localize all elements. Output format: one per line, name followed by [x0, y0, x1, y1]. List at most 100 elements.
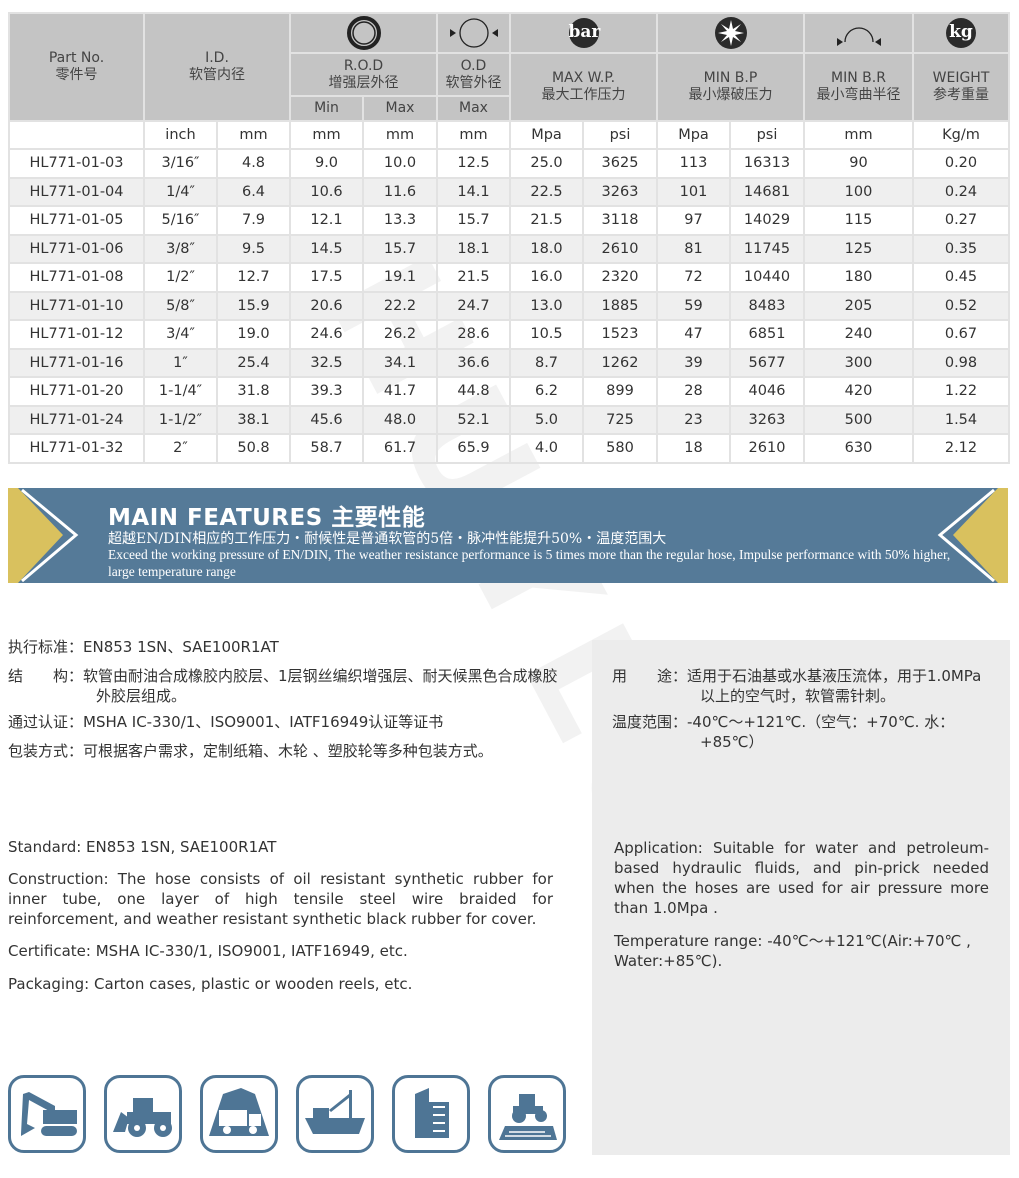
value-cell: 44.8: [436, 376, 511, 407]
part-number-cell: HL771-01-20: [8, 376, 145, 407]
excavator-icon: [8, 1075, 86, 1153]
value-cell: 47: [656, 319, 731, 350]
value-cell: 58.7: [289, 433, 364, 464]
unit-cell: mm: [436, 120, 511, 150]
table-row: HL771-01-16 1″ 25.4 32.5 34.1 36.6 8.7 1262 39 56…: [8, 347, 1010, 378]
value-cell: 61.7: [362, 433, 438, 464]
unit-cell: mm: [803, 120, 914, 150]
value-cell: 3625: [582, 148, 658, 179]
value-cell: 4.8: [216, 148, 291, 179]
value-cell: 28.6: [436, 319, 511, 350]
part-number-cell: HL771-01-05: [8, 205, 145, 236]
value-cell: 41.7: [362, 376, 438, 407]
value-cell: 0.98: [912, 347, 1010, 378]
unit-cell: [8, 120, 145, 150]
value-cell: 12.5: [436, 148, 511, 179]
value-cell: 11745: [729, 233, 805, 264]
value-cell: 26.2: [362, 319, 438, 350]
value-cell: 1/2″: [143, 262, 218, 293]
part-number-cell: HL771-01-06: [8, 233, 145, 264]
part-number-cell: HL771-01-04: [8, 176, 145, 207]
value-cell: 2610: [582, 233, 658, 264]
value-cell: 25.0: [509, 148, 584, 179]
cn-application: 用 途：适用于石油基或水基液压流体，用于1.0MPa以上的空气时，软管需针刺。: [612, 667, 982, 705]
value-cell: 3/16″: [143, 148, 218, 179]
value-cell: 2.12: [912, 433, 1010, 464]
header-weight: WEIGHT 参考重量: [912, 52, 1010, 122]
header-rod-max: Max: [362, 95, 438, 122]
table-row: HL771-01-05 5/16″ 7.9 12.1 13.3 15.7 21.5 3118 9…: [8, 205, 1010, 236]
value-cell: 1/4″: [143, 176, 218, 207]
unit-cell: mm: [289, 120, 364, 150]
left-chevron-decoration: [8, 488, 79, 583]
part-number-cell: HL771-01-10: [8, 290, 145, 321]
value-cell: 6851: [729, 319, 805, 350]
header-id: I.D. 软管内径: [143, 12, 291, 122]
value-cell: 6.2: [509, 376, 584, 407]
table-row: HL771-01-24 1-1/2″ 38.1 45.6 48.0 52.1 5.0 725 2…: [8, 404, 1010, 435]
header-od-max: Max: [436, 95, 511, 122]
value-cell: 4046: [729, 376, 805, 407]
value-cell: 81: [656, 233, 731, 264]
value-cell: 101: [656, 176, 731, 207]
value-cell: 18.1: [436, 233, 511, 264]
part-number-cell: HL771-01-16: [8, 347, 145, 378]
value-cell: 240: [803, 319, 914, 350]
unit-cell: Kg/m: [912, 120, 1010, 150]
banner-title: MAIN FEATURES 主要性能: [108, 505, 426, 531]
value-cell: 3/4″: [143, 319, 218, 350]
value-cell: 0.45: [912, 262, 1010, 293]
mining-truck-icon: [200, 1075, 278, 1153]
value-cell: 9.0: [289, 148, 364, 179]
value-cell: 100: [803, 176, 914, 207]
value-cell: 14.5: [289, 233, 364, 264]
part-number-cell: HL771-01-03: [8, 148, 145, 179]
value-cell: 48.0: [362, 404, 438, 435]
value-cell: 34.1: [362, 347, 438, 378]
part-number-cell: HL771-01-24: [8, 404, 145, 435]
value-cell: 0.52: [912, 290, 1010, 321]
value-cell: 4.0: [509, 433, 584, 464]
value-cell: 38.1: [216, 404, 291, 435]
value-cell: 1885: [582, 290, 658, 321]
header-wp: MAX W.P. 最大工作压力: [509, 52, 658, 122]
value-cell: 14.1: [436, 176, 511, 207]
value-cell: 7.9: [216, 205, 291, 236]
value-cell: 24.7: [436, 290, 511, 321]
value-cell: 10440: [729, 262, 805, 293]
value-cell: 3118: [582, 205, 658, 236]
value-cell: 25.4: [216, 347, 291, 378]
header-rod: R.O.D 增强层外径: [289, 52, 438, 97]
en-standard: Standard: EN853 1SN, SAE100R1AT: [8, 838, 277, 856]
value-cell: 24.6: [289, 319, 364, 350]
value-cell: 19.0: [216, 319, 291, 350]
value-cell: 5/8″: [143, 290, 218, 321]
spec-table: Part No. 零件号 I.D. 软管内径 bar kg R.O.D 增强层外径 O…: [8, 12, 1010, 464]
value-cell: 36.6: [436, 347, 511, 378]
value-cell: 72: [656, 262, 731, 293]
value-cell: 21.5: [436, 262, 511, 293]
burst-icon: [714, 17, 747, 49]
value-cell: 8483: [729, 290, 805, 321]
value-cell: 5/16″: [143, 205, 218, 236]
value-cell: 125: [803, 233, 914, 264]
building-icon: [392, 1075, 470, 1153]
value-cell: 3/8″: [143, 233, 218, 264]
reinforcement-ring-icon: [346, 16, 381, 50]
value-cell: 899: [582, 376, 658, 407]
value-cell: 0.35: [912, 233, 1010, 264]
unit-cell: psi: [582, 120, 658, 150]
value-cell: 5677: [729, 347, 805, 378]
cn-temperature: 温度范围：-40℃～+121℃.（空气：+70℃. 水：+85℃）: [612, 713, 955, 751]
table-row: HL771-01-03 3/16″ 4.8 9.0 10.0 12.5 25.0 3625 11…: [8, 148, 1010, 179]
weight-icon: kg: [946, 18, 976, 48]
table-row: HL771-01-10 5/8″ 15.9 20.6 22.2 24.7 13.0 1885 5…: [8, 290, 1010, 321]
value-cell: 0.24: [912, 176, 1010, 207]
value-cell: 11.6: [362, 176, 438, 207]
value-cell: 725: [582, 404, 658, 435]
value-cell: 12.7: [216, 262, 291, 293]
value-cell: 1-1/4″: [143, 376, 218, 407]
en-certificate: Certificate: MSHA IC-330/1, ISO9001, IAT…: [8, 942, 408, 960]
value-cell: 18.0: [509, 233, 584, 264]
value-cell: 17.5: [289, 262, 364, 293]
